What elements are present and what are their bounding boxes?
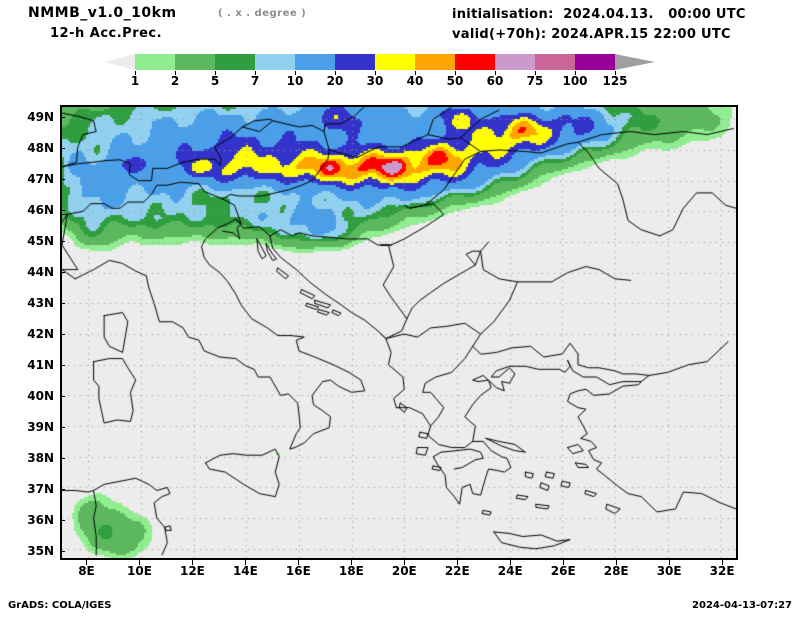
x-tick [298,560,300,565]
colorbar-label-40: 40 [406,74,424,88]
colorbar-band-5 [215,54,255,70]
y-tick-label-38N: 38N [27,450,54,465]
x-tick-label-26E: 26E [550,564,576,578]
colorbar-tick [495,71,496,75]
units-note: ( . x . degree ) [218,8,307,19]
y-tick-label-39N: 39N [27,419,54,434]
footer-credit: GrADS: COLA/IGES [8,600,112,611]
colorbar-band-40 [415,54,455,70]
colorbar-band-7 [255,54,295,70]
x-tick-label-12E: 12E [179,564,205,578]
field-name: 12-h Acc.Prec. [50,26,163,41]
map-plot-area [60,105,738,560]
model-name: NMMB_v1.0_10km [28,5,177,21]
colorbar-band-10 [295,54,335,70]
y-tick-label-35N: 35N [27,543,54,558]
footer-timestamp: 2024-04-13-07:27 [692,600,792,611]
colorbar-band-1 [135,54,175,70]
x-tick [139,560,141,565]
colorbar-label-75: 75 [526,74,544,88]
colorbar-tick [615,71,616,75]
x-tick [563,560,565,565]
x-tick-label-16E: 16E [285,564,311,578]
y-tick-label-45N: 45N [27,234,54,249]
colorbar-label-125: 125 [602,74,628,88]
colorbar-tick [535,71,536,75]
colorbar-tick [215,71,216,75]
x-tick [457,560,459,565]
y-tick-label-40N: 40N [27,388,54,403]
x-tick [86,560,88,565]
colorbar-tick [455,71,456,75]
colorbar-tick [375,71,376,75]
x-tick [669,560,671,565]
colorbar-tick [335,71,336,75]
x-tick [616,560,618,565]
x-tick [245,560,247,565]
colorbar-band-20 [335,54,375,70]
x-tick [351,560,353,565]
colorbar-label-100: 100 [562,74,588,88]
y-tick-label-36N: 36N [27,512,54,527]
colorbar-tick [135,71,136,75]
x-tick [510,560,512,565]
colorbar-label-60: 60 [486,74,504,88]
colorbar-band-60 [495,54,535,70]
y-tick-label-37N: 37N [27,481,54,496]
colorbar-band-125 [615,54,655,70]
colorbar-band-30 [375,54,415,70]
colorbar-label-5: 5 [210,74,220,88]
y-tick-label-49N: 49N [27,110,54,125]
colorbar-label-50: 50 [446,74,464,88]
y-tick-label-44N: 44N [27,265,54,280]
x-tick-label-14E: 14E [232,564,258,578]
colorbar-tick [415,71,416,75]
x-tick-label-24E: 24E [497,564,523,578]
y-tick-label-42N: 42N [27,327,54,342]
colorbar-label-7: 7 [250,74,260,88]
y-tick-label-46N: 46N [27,203,54,218]
y-tick-label-41N: 41N [27,358,54,372]
precipitation-map-canvas [62,107,736,558]
x-tick [722,560,724,565]
x-tick [404,560,406,565]
y-tick-label-43N: 43N [27,296,54,311]
colorbar-label-1: 1 [130,74,140,88]
colorbar-under-arrow [105,54,135,70]
x-tick-label-22E: 22E [444,564,470,578]
initialisation-time: initialisation: 2024.04.13. 00:00 UTC [452,7,746,22]
x-tick-label-10E: 10E [127,564,152,578]
x-tick-label-8E: 8E [78,564,95,578]
colorbar-band-100 [575,54,615,70]
colorbar-label-30: 30 [366,74,384,88]
colorbar-band-50 [455,54,495,70]
colorbar-legend: 1 2 5 7 10 20 30 40 50 60 75 100 125 [105,54,665,88]
colorbar-tick [255,71,256,75]
colorbar-label-2: 2 [170,74,180,88]
colorbar-label-10: 10 [286,74,304,88]
colorbar-tick [575,71,576,75]
x-tick-label-30E: 30E [656,564,682,578]
y-tick-label-48N: 48N [27,141,54,156]
colorbar-label-20: 20 [326,74,344,88]
colorbar-tick [175,71,176,75]
valid-time: valid(+70h): 2024.APR.15 22:00 UTC [452,27,731,42]
x-tick-label-18E: 18E [338,564,364,578]
colorbar-tick [295,71,296,75]
x-tick [192,560,194,565]
colorbar-band-75 [535,54,575,70]
x-tick-label-20E: 20E [391,564,417,578]
colorbar-band-2 [175,54,215,70]
x-tick-label-32E: 32E [709,564,735,578]
y-tick-label-47N: 47N [27,172,54,187]
x-tick-label-28E: 28E [603,564,629,578]
